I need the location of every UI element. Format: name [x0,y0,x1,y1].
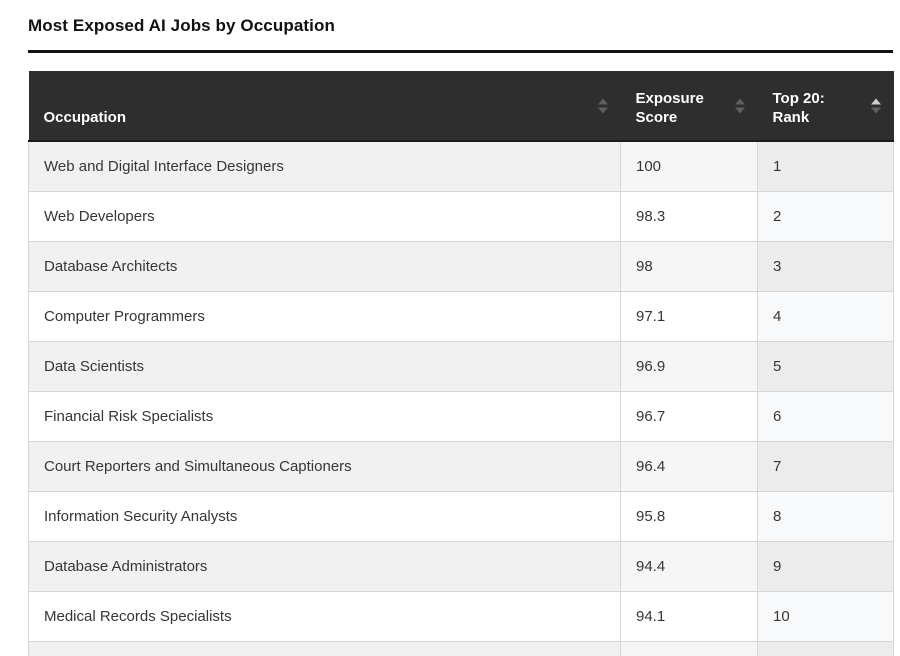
table-body: Web and Digital Interface Designers 100 … [28,140,894,656]
column-header-exposure-score-label: Exposure Score [635,90,704,126]
exposure-score-cell: 98 [620,240,758,292]
exposure-score-cell: 96.9 [620,340,758,392]
table-row: Database Administrators 94.4 9 [28,540,894,592]
rank-cell: 4 [757,290,894,342]
rank-cell: 7 [757,440,894,492]
sort-asc-icon [870,98,881,104]
rank-cell: 10 [757,590,894,642]
column-header-top20-rank-label: Top 20: Rank [772,90,825,126]
rank-cell: 1 [757,140,894,192]
rank-cell: 8 [757,490,894,542]
table-row: Data Scientists 96.9 5 [28,340,894,392]
occupation-cell: Financial Risk Specialists [28,390,621,442]
sort-desc-icon [734,107,745,113]
exposure-score-cell: 94.4 [620,540,758,592]
occupation-cell: Court Reporters and Simultaneous Caption… [28,440,621,492]
sort-desc-icon [870,107,881,113]
table-row: Web and Digital Interface Designers 100 … [28,140,894,192]
table-row: Web Developers 98.3 2 [28,190,894,242]
occupation-cell [28,640,621,656]
rank-cell: 2 [757,190,894,242]
table-row: Court Reporters and Simultaneous Caption… [28,440,894,492]
sort-asc-icon [597,98,608,104]
occupation-cell: Computer Programmers [28,290,621,342]
occupation-cell: Web and Digital Interface Designers [28,140,621,192]
rank-cell: 6 [757,390,894,442]
table-row: Information Security Analysts 95.8 8 [28,490,894,542]
exposure-score-cell: 96.4 [620,440,758,492]
occupation-cell: Database Architects [28,240,621,292]
table-row: Financial Risk Specialists 96.7 6 [28,390,894,442]
rank-cell: 9 [757,540,894,592]
table-row: Database Architects 98 3 [28,240,894,292]
exposure-table: Occupation Exposure Score Top 20: Rank [28,71,894,656]
column-header-occupation[interactable]: Occupation [28,71,621,142]
column-header-exposure-score[interactable]: Exposure Score [620,71,758,142]
occupation-cell: Database Administrators [28,540,621,592]
exposure-score-cell: 95.8 [620,490,758,542]
sort-icons [597,98,608,113]
sort-desc-icon [597,107,608,113]
exposure-score-cell: 100 [620,140,758,192]
table-row: Computer Programmers 97.1 4 [28,290,894,342]
table-row [28,640,894,656]
exposure-score-cell: 97.1 [620,290,758,342]
rank-cell [757,640,894,656]
occupation-cell: Data Scientists [28,340,621,392]
sort-asc-icon [734,98,745,104]
occupation-cell: Web Developers [28,190,621,242]
column-header-top20-rank[interactable]: Top 20: Rank [757,71,894,142]
exposure-score-cell: 94.1 [620,590,758,642]
exposure-score-cell: 98.3 [620,190,758,242]
occupation-cell: Medical Records Specialists [28,590,621,642]
table-row: Medical Records Specialists 94.1 10 [28,590,894,642]
rank-cell: 3 [757,240,894,292]
occupation-cell: Information Security Analysts [28,490,621,542]
column-header-occupation-label: Occupation [43,109,127,126]
title-divider [28,50,893,53]
sort-icons [870,98,881,113]
sort-icons [734,98,745,113]
page-title: Most Exposed AI Jobs by Occupation [28,16,335,35]
exposure-score-cell: 96.7 [620,390,758,442]
exposure-score-cell [620,640,758,656]
rank-cell: 5 [757,340,894,392]
table-header: Occupation Exposure Score Top 20: Rank [28,71,894,142]
